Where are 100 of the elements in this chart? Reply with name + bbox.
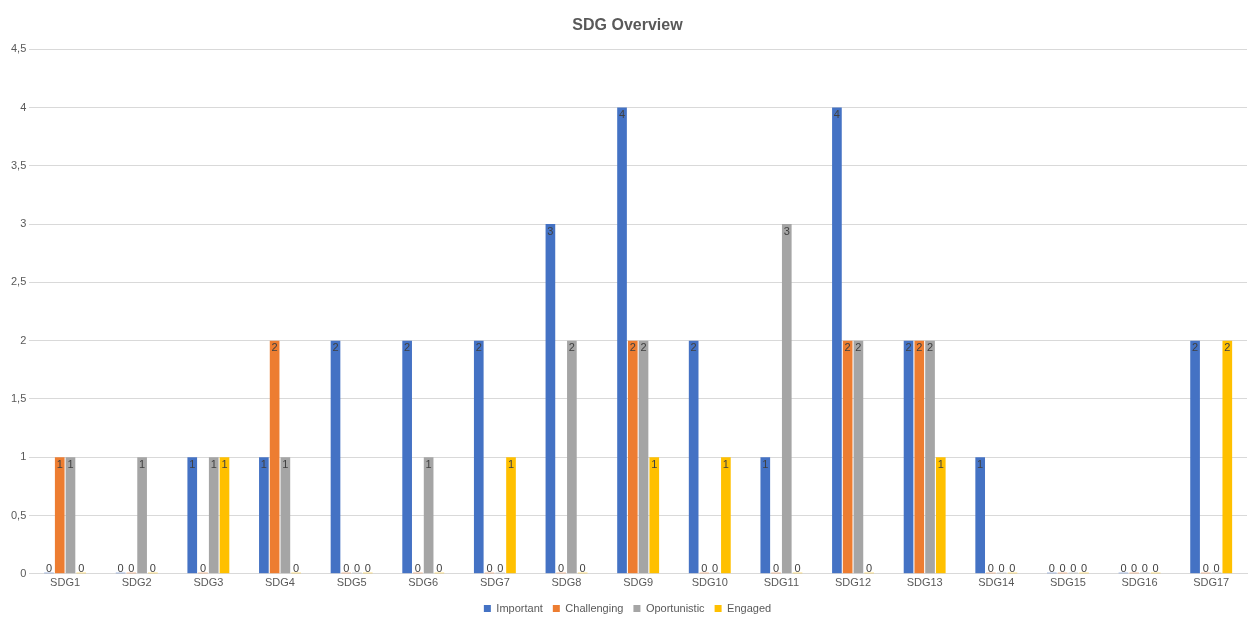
data-label: 1: [260, 457, 267, 470]
x-tick-label: SDG5: [336, 576, 367, 589]
data-label: 1: [762, 457, 769, 470]
data-label: 2: [1192, 341, 1199, 354]
legend-label: Challenging: [565, 601, 624, 614]
bar: [925, 340, 935, 574]
data-label: 0: [293, 562, 300, 575]
data-label: 0: [343, 562, 350, 575]
data-label: 0: [772, 562, 780, 575]
data-label: 0: [701, 562, 708, 575]
data-label: 1: [937, 457, 944, 470]
x-tick-label: SDG6: [408, 576, 439, 589]
data-label: 2: [855, 341, 862, 354]
data-label: 1: [56, 457, 63, 470]
bar: [473, 340, 484, 574]
data-label: 2: [690, 341, 697, 354]
bar: [1222, 340, 1233, 574]
legend-label: Important: [496, 601, 543, 614]
x-tick-label: SDG14: [978, 576, 1015, 589]
y-tick-label: 0,5: [10, 508, 27, 521]
data-label: 1: [425, 457, 432, 470]
x-tick-label: SDG17: [1193, 576, 1230, 589]
bar: [617, 107, 627, 574]
y-tick-label: 4,5: [10, 42, 27, 55]
data-label: 0: [128, 562, 135, 575]
bar: [259, 457, 269, 574]
data-label: 0: [579, 562, 586, 575]
x-tick-label: SDG11: [763, 576, 800, 589]
y-tick-label: 1: [20, 450, 27, 463]
bar: [638, 340, 649, 574]
legend-label: Oportunistic: [645, 601, 706, 614]
bar: [688, 340, 699, 574]
data-label: 0: [45, 562, 53, 575]
data-label: 1: [221, 457, 228, 470]
bar: [137, 457, 147, 574]
data-label: 0: [1213, 562, 1220, 575]
bar: [187, 457, 198, 574]
x-tick-label: SDG13: [906, 576, 943, 589]
bar: [402, 340, 412, 574]
data-label: 0: [364, 562, 371, 575]
bar: [903, 340, 914, 574]
x-tick-label: SDG3: [193, 576, 224, 589]
data-label: 1: [507, 457, 515, 470]
bar: [506, 457, 516, 574]
data-label: 0: [1120, 562, 1127, 575]
data-label: 2: [844, 341, 851, 354]
data-label: 0: [1070, 562, 1077, 575]
data-label: 3: [783, 224, 790, 237]
data-label: 2: [916, 341, 923, 354]
data-label: 0: [199, 562, 207, 575]
data-label: 1: [139, 457, 146, 470]
y-tick-label: 3,5: [10, 158, 27, 171]
data-label: 0: [497, 562, 504, 575]
data-label: 0: [78, 562, 85, 575]
bar: [781, 224, 792, 574]
bar: [627, 340, 638, 574]
data-label: 0: [436, 562, 443, 575]
x-tick-label: SDG9: [623, 576, 654, 589]
bar: [853, 340, 864, 574]
bar: [219, 457, 230, 574]
x-tick-label: SDG12: [835, 576, 872, 589]
bar: [330, 340, 341, 574]
bar: [832, 107, 842, 574]
y-tick-label: 2: [20, 333, 27, 346]
y-tick-label: 3: [20, 217, 27, 230]
x-tick-label: SDG4: [265, 576, 295, 589]
data-label: 0: [794, 562, 801, 575]
bar: [975, 457, 986, 574]
bar: [65, 457, 76, 574]
data-label: 4: [618, 108, 626, 121]
data-label: 4: [833, 108, 840, 121]
data-label: 2: [905, 341, 912, 354]
data-label: 0: [486, 562, 493, 575]
data-label: 2: [271, 341, 278, 354]
bar: [54, 457, 65, 574]
data-label: 1: [67, 457, 74, 470]
data-label: 0: [558, 562, 565, 575]
data-label: 0: [1009, 562, 1016, 575]
x-tick-label: SDG15: [1049, 576, 1086, 589]
legend-label: Engaged: [727, 601, 772, 614]
y-tick-label: 2,5: [10, 275, 27, 288]
x-tick-label: SDG10: [691, 576, 728, 589]
data-label: 0: [998, 562, 1005, 575]
data-label: 0: [1059, 562, 1066, 575]
bar: [545, 224, 556, 574]
x-tick-label: SDG2: [121, 576, 152, 589]
data-label: 0: [866, 562, 873, 575]
data-label: 1: [977, 457, 984, 470]
data-label: 0: [149, 562, 156, 575]
y-tick-label: 4: [20, 100, 27, 113]
x-tick-label: SDG7: [479, 576, 510, 589]
bar: [280, 457, 291, 574]
bar: [269, 340, 280, 574]
x-tick-label: SDG1: [50, 576, 81, 589]
x-tick-label: SDG16: [1121, 576, 1158, 589]
data-label: 2: [926, 341, 934, 354]
data-label: 1: [722, 457, 729, 470]
bar: [935, 457, 946, 574]
data-label: 3: [547, 224, 554, 237]
data-label: 0: [1152, 562, 1159, 575]
